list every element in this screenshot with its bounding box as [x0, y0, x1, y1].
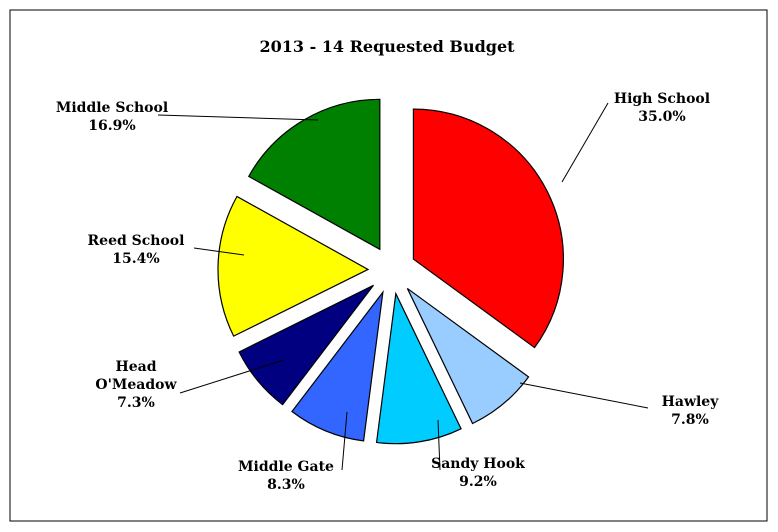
- slice-name-head-o-meadow: Head: [116, 359, 157, 375]
- leader-line-middle-gate: [341, 411, 348, 471]
- leader-line-head-o-meadow: [179, 359, 285, 394]
- slice-label-high-school: High School 35.0%: [614, 91, 710, 125]
- slice-percent-hawley: 7.8%: [671, 412, 709, 428]
- leader-line-high-school: [561, 102, 609, 183]
- pie-slices: [217, 98, 564, 445]
- slice-name-high-school: High School: [614, 91, 710, 107]
- slice-label-middle-gate: Middle Gate 8.3%: [238, 459, 334, 493]
- slice-name-reed-school: Reed School: [88, 233, 185, 249]
- slice-name-sandy-hook: Sandy Hook: [431, 456, 525, 472]
- slice-name-middle-gate: Middle Gate: [238, 459, 334, 475]
- slice-percent-high-school: 35.0%: [638, 109, 685, 125]
- slice-name-hawley: Hawley: [662, 394, 720, 410]
- pie-slice-sandy-hook: [375, 291, 462, 445]
- leader-line-sandy-hook: [437, 419, 441, 471]
- leader-line-reed-school: [193, 247, 245, 256]
- slice-percent-sandy-hook: 9.2%: [459, 474, 497, 490]
- slice-label-hawley: Hawley 7.8%: [662, 394, 720, 428]
- pie-slice-middle-gate: [291, 290, 384, 442]
- slice-label-middle-school: Middle School 16.9%: [56, 100, 168, 134]
- slice-percent-head-o-meadow: 7.3%: [117, 395, 155, 411]
- pie-slice-high-school: [412, 108, 564, 349]
- slice-labels: High School 35.0% Hawley 7.8% Sandy Hook 9.2%…: [56, 91, 719, 493]
- slice-percent-reed-school: 15.4%: [112, 251, 159, 267]
- slice-percent-middle-school: 16.9%: [88, 118, 135, 134]
- leader-lines: [157, 102, 649, 471]
- pie-slice-hawley: [406, 287, 530, 425]
- leader-line-middle-school: [157, 114, 319, 121]
- slice-name-middle-school: Middle School: [56, 100, 168, 116]
- pie-slice-head-o-meadow: [238, 284, 374, 406]
- slice-label-reed-school: Reed School 15.4%: [88, 233, 185, 267]
- slice-name-head-o-meadow: O'Meadow: [95, 377, 177, 393]
- slice-label-head-o-meadow: Head O'Meadow 7.3%: [95, 359, 177, 411]
- leader-line-hawley: [519, 382, 649, 409]
- chart-title: 2013 - 14 Requested Budget: [259, 37, 515, 56]
- slice-label-sandy-hook: Sandy Hook 9.2%: [431, 456, 525, 490]
- slice-percent-middle-gate: 8.3%: [267, 477, 305, 493]
- pie-slice-reed-school: [217, 195, 370, 337]
